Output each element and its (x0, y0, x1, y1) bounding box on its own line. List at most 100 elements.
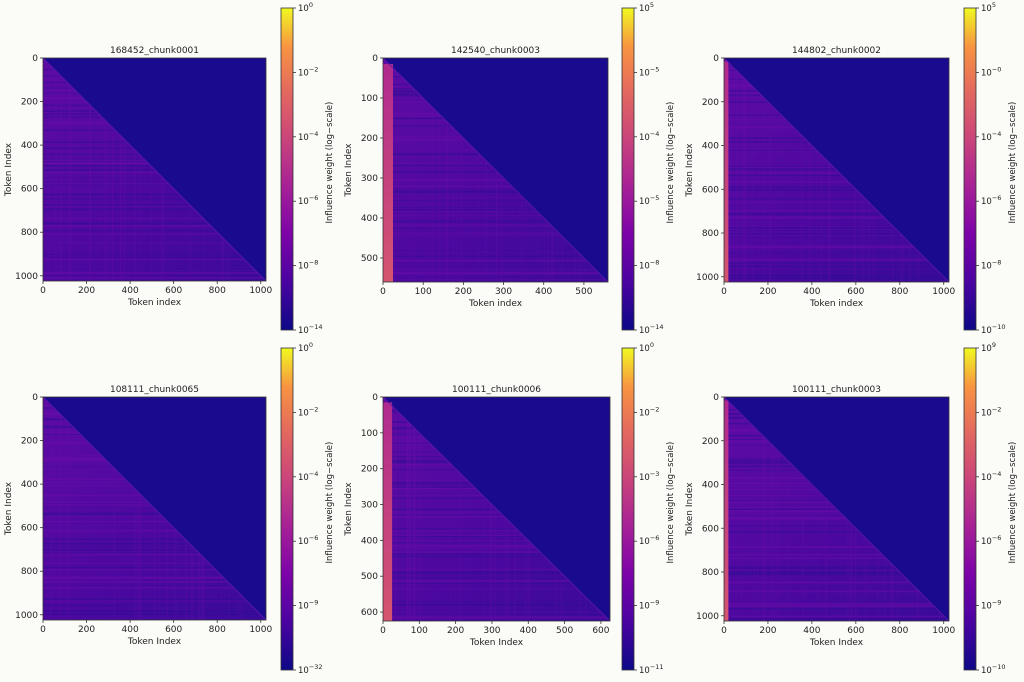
heatmap-streak (409, 84, 411, 282)
y-tick-label: 600 (702, 524, 719, 534)
x-axis-label: Token index (127, 298, 182, 308)
heatmap-stripe (724, 501, 829, 504)
heatmap-stripe (724, 461, 789, 464)
x-tick-label: 200 (759, 287, 776, 297)
heatmap-streak (413, 87, 414, 283)
colorbar-label: Influence weight (log−scale) (1008, 442, 1018, 564)
heatmap-stripe (383, 224, 551, 226)
heatmap-stripe (383, 451, 438, 452)
heatmap-streak (892, 225, 894, 282)
heatmap-stripe (724, 217, 884, 219)
heatmap-streak (185, 539, 187, 620)
heatmap-stripe (724, 119, 786, 121)
x-tick-label: 0 (40, 625, 46, 635)
heatmap-stripe (43, 481, 128, 483)
heatmap-streak (237, 591, 239, 620)
y-tick-label: 400 (21, 480, 38, 490)
heatmap-streak (495, 507, 496, 621)
heatmap-streak (202, 556, 204, 620)
heatmap-streak (176, 530, 178, 620)
heatmap-diagonal (42, 396, 267, 621)
heatmap-streak (66, 420, 68, 620)
heatmap-stripe (724, 274, 942, 276)
heatmap-stripe (43, 198, 184, 200)
heatmap-streak (560, 572, 562, 621)
heatmap-stripe (383, 547, 536, 549)
y-tick-label: 300 (361, 501, 378, 511)
heatmap-stripe (383, 185, 512, 188)
colorbar-tick-label: 10−2 (639, 405, 659, 418)
heatmap-streak (528, 540, 530, 621)
heatmap-stripe (383, 580, 569, 582)
y-tick-label: 0 (372, 54, 378, 64)
heatmap-streak (849, 522, 851, 621)
heatmap-stripe (724, 189, 856, 191)
heatmap-streak (139, 493, 141, 620)
heatmap-stripe (724, 477, 805, 480)
x-tick-label: 600 (165, 286, 182, 296)
heatmap-stripe (43, 147, 133, 150)
heatmap-stripe (43, 75, 61, 77)
heatmap-stripe (383, 511, 500, 513)
heatmap-stripe (724, 233, 901, 236)
heatmap-stripe (383, 553, 542, 555)
heatmap-streak (575, 249, 576, 282)
colorbar-tick-label: 10−4 (981, 130, 1001, 143)
heatmap-streak (190, 205, 192, 281)
x-tick-label: 400 (520, 626, 537, 636)
colorbar-tick-label: 10−32 (298, 663, 323, 676)
chart-title: 144802_chunk0002 (792, 46, 881, 56)
heatmap-stripe (724, 413, 741, 415)
heatmap-stripe (43, 193, 179, 196)
heatmap-stripe (724, 101, 768, 103)
heatmap-streak (761, 434, 764, 621)
heatmap-streak (432, 106, 433, 283)
heatmap-stripe (724, 69, 736, 71)
heatmap-streak (134, 149, 136, 281)
heatmap-streak (864, 536, 866, 621)
heatmap-stripe (383, 138, 465, 141)
heatmap-stripe (43, 513, 160, 516)
heatmap-stripe (43, 433, 80, 436)
colorbar-tick-label: 10−6 (298, 534, 318, 547)
heatmap-stripe (724, 590, 919, 593)
heatmap-stripe (383, 100, 426, 103)
heatmap-stripe (383, 612, 602, 613)
heatmap-streak (201, 555, 203, 620)
heatmap-stripe (43, 433, 79, 435)
heatmap-streak (769, 103, 771, 282)
heatmap-stripe (724, 571, 900, 574)
colorbar-tick-label: 10−8 (639, 259, 659, 272)
heatmap-streak (485, 159, 487, 282)
heatmap-streak (163, 178, 165, 281)
colorbar: 105 10−5 10−4 10−5 10−8 10−14 Influence weight… (621, 1, 676, 336)
heatmap-texture (383, 64, 606, 283)
heatmap-streak (166, 520, 169, 620)
colorbar-tick-label: 10−5 (639, 65, 659, 78)
colorbar-tick-label: 10−14 (298, 323, 323, 336)
y-tick-label: 600 (21, 185, 38, 195)
heatmap-stripe (383, 617, 607, 619)
heatmap-stripe (43, 600, 247, 602)
heatmap-stripe (724, 169, 836, 171)
heatmap-stripe (724, 198, 866, 200)
heatmap-streak (505, 517, 507, 621)
heatmap-stripe (43, 569, 216, 571)
heatmap-streak (736, 70, 738, 282)
heatmap-stripe (724, 168, 835, 170)
x-axis-label: Token Index (127, 637, 182, 647)
heatmap-stripe (724, 265, 933, 267)
heatmap-streak (561, 236, 564, 282)
heatmap-streak (519, 193, 521, 282)
heatmap-streak (496, 171, 498, 282)
heatmap-stripe (383, 469, 457, 471)
heatmap-streak (134, 488, 136, 620)
heatmap-streak (413, 427, 416, 621)
heatmap-stripe (724, 573, 902, 576)
heatmap-streak (579, 590, 581, 621)
heatmap-streak (60, 75, 62, 281)
colorbar-tick-label: 10−14 (639, 323, 664, 336)
